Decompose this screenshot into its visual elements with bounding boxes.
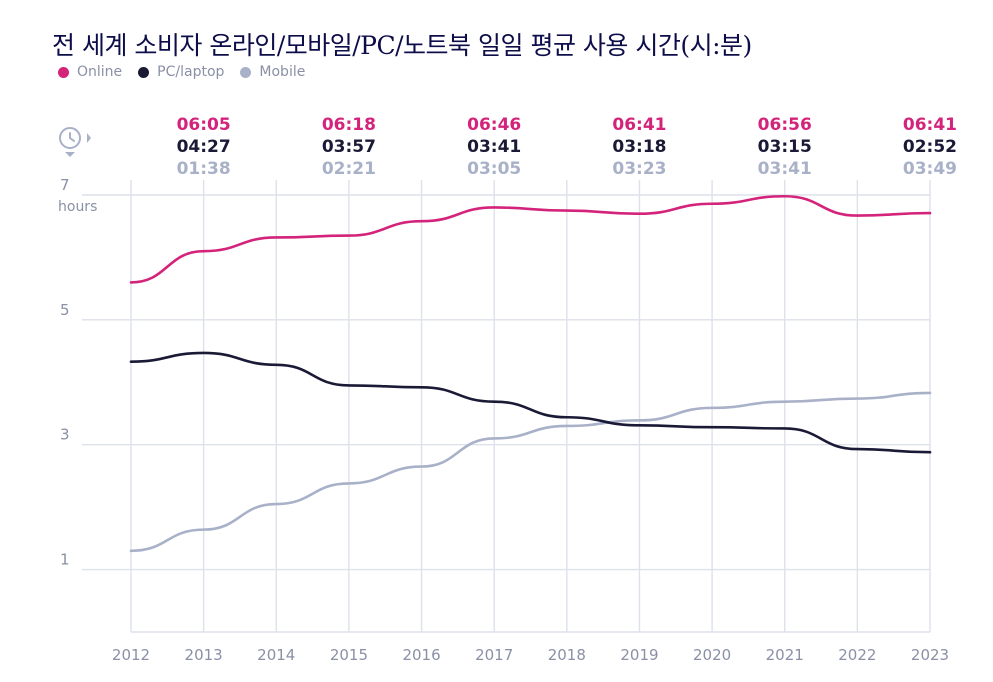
y-tick-label-5: 5	[60, 301, 70, 319]
annotation-mobile-2021: 03:41	[758, 159, 812, 179]
y-tick-label-7: 7	[60, 176, 70, 194]
x-tick-label-2017: 2017	[475, 646, 513, 664]
legend-label-pc: PC/laptop	[157, 64, 225, 80]
x-tick-label-2019: 2019	[620, 646, 658, 664]
x-axis: 2012 2013 2014 2015 2016 2017 2018 2019 2020 2021…	[112, 646, 949, 664]
annotation-online-2013: 06:05	[177, 115, 231, 135]
annotation-online-2017: 06:46	[467, 115, 521, 135]
annotation-mobile-2019: 03:23	[612, 159, 666, 179]
series-line-pc	[129, 351, 932, 454]
x-tick-label-2022: 2022	[838, 646, 876, 664]
annotation-pc-2013: 04:27	[177, 137, 231, 157]
series	[129, 194, 932, 553]
annotation-mobile-2015: 02:21	[322, 159, 376, 179]
x-tick-label-2012: 2012	[112, 646, 150, 664]
x-tick-label-2023: 2023	[911, 646, 949, 664]
grid	[82, 180, 931, 633]
series-line-mobile	[129, 391, 932, 553]
annotation-online-2023: 06:41	[903, 115, 957, 135]
chart-legend: Online PC/laptop Mobile	[58, 64, 305, 80]
annotation-pc-2021: 03:15	[758, 137, 812, 157]
x-tick-label-2016: 2016	[402, 646, 440, 664]
legend-dot-pc	[138, 66, 150, 78]
legend-item-online: Online	[58, 64, 122, 80]
y-tick-label-1: 1	[60, 551, 70, 569]
y-axis: 7 hours 5 3 1	[58, 176, 97, 569]
annotation-mobile-2017: 03:05	[467, 159, 521, 179]
x-tick-label-2015: 2015	[330, 646, 368, 664]
annotation-pc-2023: 02:52	[903, 137, 957, 157]
legend-item-mobile: Mobile	[240, 64, 305, 80]
legend-label-mobile: Mobile	[259, 64, 306, 80]
annotation-online-2019: 06:41	[612, 115, 666, 135]
x-tick-label-2020: 2020	[693, 646, 731, 664]
x-tick-label-2013: 2013	[185, 646, 223, 664]
legend-dot-mobile	[240, 66, 252, 78]
annotation-pc-2015: 03:57	[322, 137, 376, 157]
x-tick-label-2014: 2014	[257, 646, 295, 664]
annotation-mobile-2013: 01:38	[177, 159, 231, 179]
legend-dot-online	[58, 66, 69, 78]
clock-icon	[59, 127, 91, 157]
annotation-online-2015: 06:18	[322, 115, 376, 135]
annotation-pc-2017: 03:41	[467, 137, 521, 157]
annotation-online-2021: 06:56	[758, 115, 812, 135]
annotation-mobile-2023: 03:49	[903, 159, 957, 179]
x-tick-label-2021: 2021	[766, 646, 804, 664]
legend-item-pc: PC/laptop	[138, 64, 224, 80]
legend-label-online: Online	[77, 64, 123, 80]
x-tick-label-2018: 2018	[548, 646, 586, 664]
annotations: 06:0504:2701:3806:1803:5702:2106:4603:41…	[177, 115, 957, 179]
annotation-pc-2019: 03:18	[612, 137, 666, 157]
y-unit-label: hours	[58, 199, 97, 215]
y-tick-label-3: 3	[60, 426, 70, 444]
chart-title: 전 세계 소비자 온라인/모바일/PC/노트북 일일 평균 사용 시간(시:분)	[52, 31, 752, 60]
series-line-online	[129, 194, 932, 284]
